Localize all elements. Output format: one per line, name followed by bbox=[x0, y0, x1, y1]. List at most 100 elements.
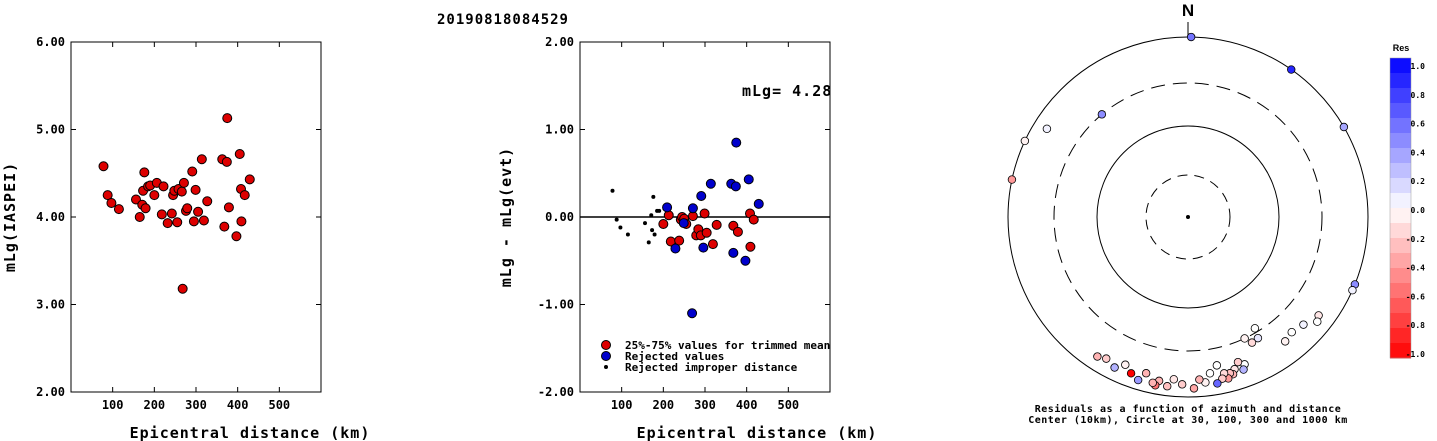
station-marker bbox=[1287, 65, 1296, 74]
panel2-point bbox=[753, 198, 764, 209]
station-marker bbox=[1020, 136, 1030, 146]
panel2-point bbox=[687, 308, 698, 319]
panel2-point bbox=[646, 240, 651, 245]
colorbar-tick-label: -0.8 bbox=[1406, 321, 1425, 330]
panel2-ytick-label: 1.00 bbox=[545, 123, 574, 137]
panel-residual: Epicentral distance (km) mLg - mLg(evt) … bbox=[497, 35, 876, 441]
colorbar-border bbox=[1389, 57, 1412, 359]
panel1-point bbox=[166, 208, 177, 219]
panel1-point bbox=[187, 166, 198, 177]
panel2-point bbox=[643, 221, 647, 226]
station-marker bbox=[1169, 375, 1178, 384]
panel1-xtick-label: 400 bbox=[227, 398, 249, 412]
panel1-point bbox=[231, 231, 242, 242]
station-marker bbox=[1240, 334, 1249, 343]
panel1-point bbox=[222, 113, 233, 124]
station-marker bbox=[1280, 337, 1290, 346]
colorbar-cell bbox=[1390, 133, 1411, 149]
panel2-point bbox=[651, 194, 656, 199]
panel2-point bbox=[625, 232, 630, 237]
station-marker bbox=[1189, 384, 1199, 393]
panel1-point bbox=[172, 217, 183, 228]
colorbar-cell bbox=[1390, 253, 1411, 269]
panel1-point bbox=[244, 174, 255, 185]
legend-label-trimmed: 25%-75% values for trimmed mean bbox=[625, 339, 830, 352]
station-marker bbox=[1195, 375, 1204, 384]
panel2-point bbox=[674, 235, 685, 246]
colorbar-tick-label: -0.6 bbox=[1406, 292, 1425, 301]
panel1-point bbox=[193, 206, 204, 217]
panel1-point bbox=[196, 154, 207, 165]
panel1-point bbox=[234, 149, 245, 159]
panel2-point bbox=[670, 243, 681, 254]
colorbar-cell bbox=[1390, 268, 1411, 284]
colorbar-cell bbox=[1390, 343, 1411, 359]
station-marker bbox=[1253, 333, 1263, 343]
colorbar-tick-label: 0.6 bbox=[1411, 120, 1426, 129]
station-marker bbox=[1233, 357, 1243, 367]
panel2-point bbox=[658, 219, 669, 229]
polar-caption-1: Residuals as a function of azimuth and d… bbox=[1035, 403, 1341, 415]
colorbar-tick-label: 0.2 bbox=[1411, 177, 1426, 186]
station-marker bbox=[1186, 32, 1196, 42]
panel1-point bbox=[140, 203, 151, 214]
panel1-point bbox=[102, 190, 113, 201]
colorbar-tick-label: 0.4 bbox=[1411, 148, 1426, 157]
ring-100km bbox=[1096, 125, 1280, 309]
panel2-points bbox=[580, 137, 830, 319]
panel2-xtick-label: 100 bbox=[611, 398, 633, 412]
colorbar-tick-label: -1.0 bbox=[1406, 350, 1425, 359]
station-marker bbox=[1287, 327, 1296, 337]
legend-marker-trimmed bbox=[601, 340, 611, 350]
panel1-ytick-label: 6.00 bbox=[36, 35, 65, 49]
panel1-point bbox=[177, 283, 188, 294]
panel-magnitude: Epicentral distance (km) mLg(IASPEI) 100… bbox=[1, 35, 369, 441]
ring-300km bbox=[1053, 82, 1323, 352]
station-marker bbox=[1213, 379, 1222, 388]
panel1-points bbox=[98, 113, 255, 294]
station-marker bbox=[1110, 363, 1119, 372]
panel2-point bbox=[699, 208, 710, 219]
colorbar-cell bbox=[1390, 88, 1411, 104]
colorbar-cell bbox=[1390, 208, 1411, 224]
station-marker bbox=[1299, 320, 1308, 329]
panel2-point bbox=[705, 178, 716, 189]
station-marker bbox=[1212, 361, 1222, 370]
panel2-point bbox=[745, 241, 756, 252]
polar-caption-2: Center (10km), Circle at 30, 100, 300 an… bbox=[1028, 414, 1348, 426]
colorbar-tick-label: -0.4 bbox=[1406, 264, 1425, 273]
panel2-ytick-label: -1.00 bbox=[538, 298, 574, 312]
colorbar-cell bbox=[1390, 238, 1411, 254]
polar-stations bbox=[1007, 32, 1360, 393]
colorbar-cell bbox=[1390, 298, 1411, 314]
station-marker bbox=[1348, 286, 1357, 295]
station-marker bbox=[1007, 175, 1017, 184]
station-marker bbox=[1102, 354, 1111, 363]
panel1-ylabel: mLg(IASPEI) bbox=[1, 162, 19, 272]
panel2-xtick-label: 200 bbox=[652, 398, 674, 412]
panel2-ytick-label: 2.00 bbox=[545, 35, 574, 49]
panel1-point bbox=[149, 190, 160, 201]
panel2-point bbox=[614, 217, 619, 222]
colorbar: Res 1.0 0.8 0.6 0.4 0.2 0.0 -0.2 -0.4 -0.6 -0.8 -1… bbox=[1389, 43, 1426, 359]
panel1-point bbox=[190, 184, 201, 195]
colorbar-cell bbox=[1390, 103, 1411, 119]
panel1-ytick-label: 5.00 bbox=[36, 123, 65, 137]
panel2-point bbox=[740, 255, 751, 266]
panel2-point bbox=[649, 213, 654, 218]
colorbar-cell bbox=[1390, 178, 1411, 194]
panel2-ticks: 100 200 300 400 500 -2.00 -1.00 0.00 1.00 2.00 bbox=[538, 35, 830, 412]
panel1-point bbox=[188, 216, 199, 227]
panel1-point bbox=[239, 190, 250, 201]
panel2-point bbox=[731, 137, 742, 148]
panel2-point bbox=[652, 232, 657, 237]
panel1-point bbox=[134, 212, 145, 222]
colorbar-cells bbox=[1389, 57, 1412, 359]
panel1-point bbox=[236, 216, 247, 227]
panel1-point bbox=[156, 209, 167, 220]
panel2-point bbox=[730, 181, 741, 192]
station-marker bbox=[1126, 369, 1136, 378]
colorbar-tick-label: -0.2 bbox=[1406, 235, 1425, 244]
station-marker bbox=[1133, 375, 1143, 385]
panel1-xtick-label: 300 bbox=[185, 398, 207, 412]
